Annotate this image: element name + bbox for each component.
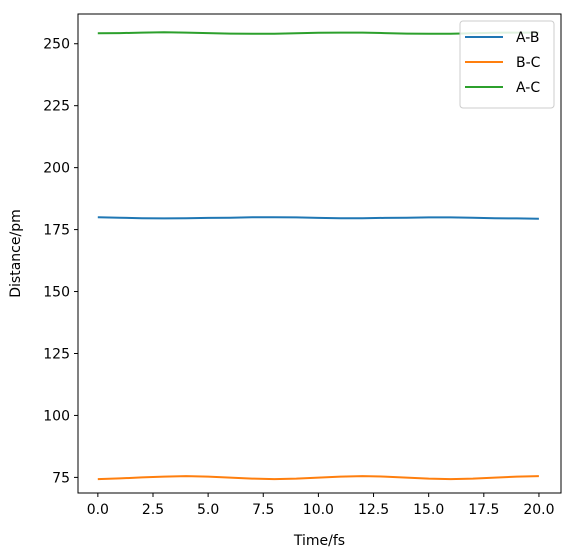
x-tick-label: 17.5 xyxy=(468,502,499,518)
x-tick-label: 12.5 xyxy=(358,502,389,518)
series-line-a-b xyxy=(97,216,539,220)
y-tick-label: 125 xyxy=(43,346,70,362)
x-tick-label: 5.0 xyxy=(197,502,219,518)
y-axis-ticks: 75 100 125 150 175 200 225 250 xyxy=(43,37,78,486)
y-tick-label: 200 xyxy=(43,161,70,177)
y-axis-label: Distance/pm xyxy=(8,209,24,297)
x-tick-label: 0.0 xyxy=(87,502,109,518)
y-tick-label: 225 xyxy=(43,99,70,115)
legend-label: B-C xyxy=(516,55,541,71)
x-tick-label: 15.0 xyxy=(413,502,444,518)
x-axis-ticks: 0.0 2.5 5.0 7.5 10.0 12.5 15.0 17.5 20.0 xyxy=(87,493,555,518)
y-tick-label: 150 xyxy=(43,285,70,301)
plot-frame xyxy=(77,13,562,494)
x-tick-label: 2.5 xyxy=(142,502,164,518)
y-tick-label: 75 xyxy=(52,470,70,486)
x-tick-label: 7.5 xyxy=(252,502,274,518)
x-tick-label: 20.0 xyxy=(523,502,554,518)
legend-label: A-B xyxy=(516,30,539,46)
y-tick-label: 175 xyxy=(43,223,70,239)
legend-label: A-C xyxy=(516,80,540,96)
x-axis-label: Time/fs xyxy=(293,533,345,549)
legend: A-B B-C A-C xyxy=(459,20,555,109)
y-tick-label: 100 xyxy=(43,408,70,424)
y-tick-label: 250 xyxy=(43,37,70,53)
x-tick-label: 10.0 xyxy=(303,502,334,518)
series-line-b-c xyxy=(97,475,539,481)
